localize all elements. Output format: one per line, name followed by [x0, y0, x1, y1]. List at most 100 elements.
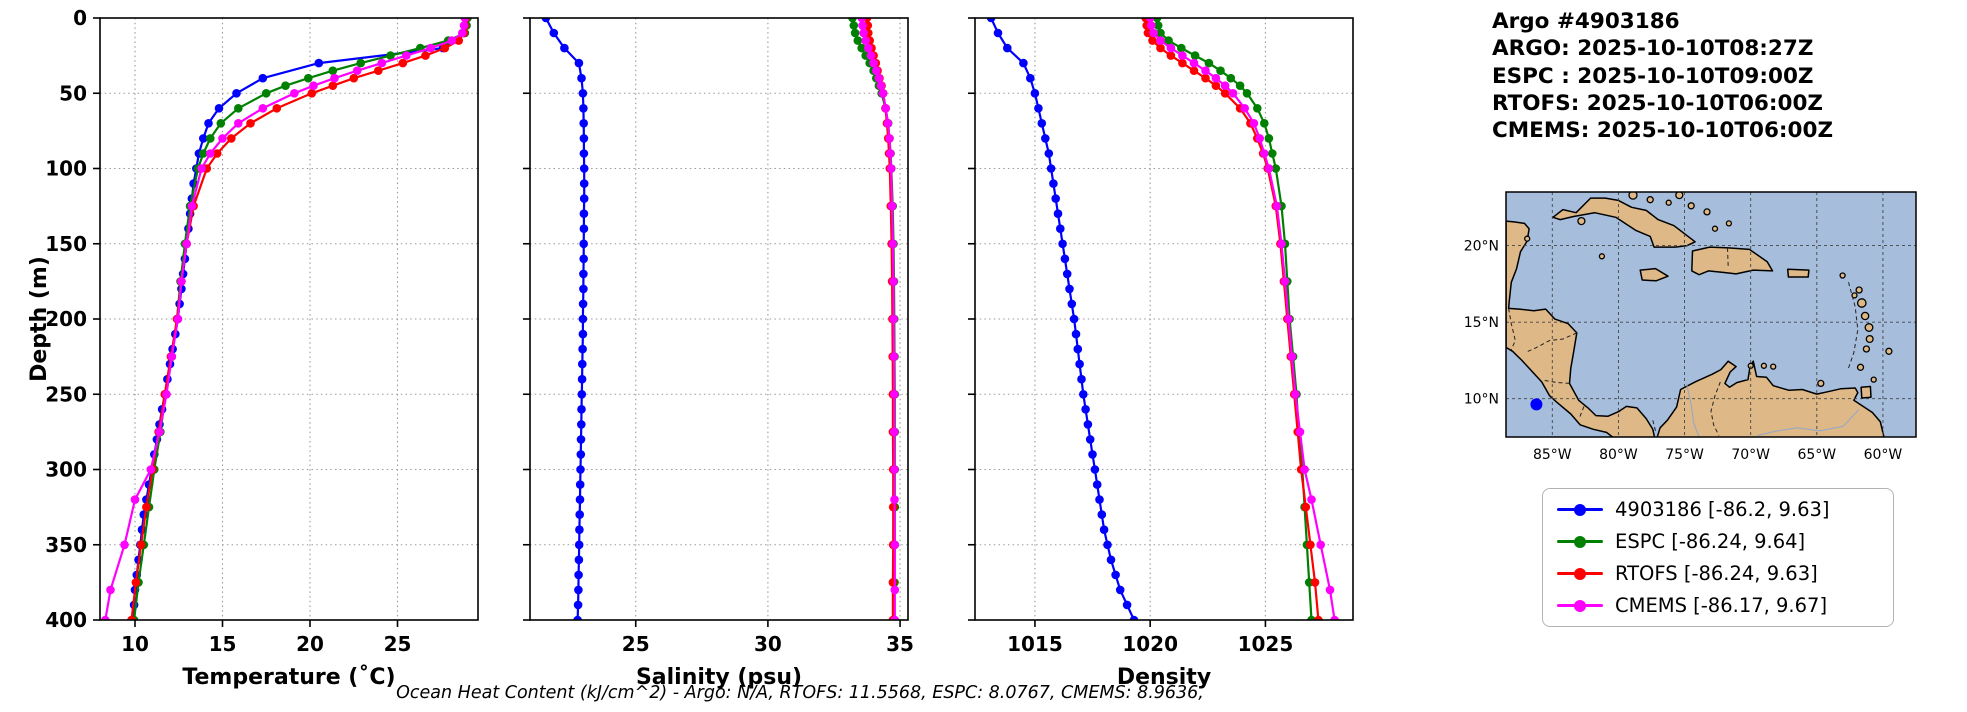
density-profile-chart: 1015 1020 1025 Density [968, 17, 1354, 690]
island [1628, 192, 1638, 200]
border-line [1727, 247, 1729, 268]
svg-text:350: 350 [45, 533, 87, 557]
svg-text:150: 150 [45, 232, 87, 256]
border-line [1543, 379, 1570, 384]
svg-text:50: 50 [59, 81, 87, 105]
legend-label: 4903186 [-86.2, 9.63] [1615, 498, 1830, 521]
island [1703, 208, 1711, 216]
svg-text:200: 200 [45, 307, 87, 331]
header-block: Argo #4903186 ARGO: 2025-10-10T08:27Z ES… [1492, 8, 1833, 144]
island [1524, 235, 1531, 242]
island [1675, 192, 1684, 200]
map-lon-label: 75°W [1665, 447, 1704, 463]
series-CMEMS [1145, 18, 1339, 620]
svg-text:1020: 1020 [1122, 632, 1178, 656]
landmass [1786, 268, 1810, 278]
map-lon-label: 60°W [1864, 447, 1903, 463]
svg-text:Depth (m): Depth (m) [27, 256, 52, 382]
island [1864, 323, 1874, 332]
map-lon-label: 65°W [1797, 447, 1836, 463]
border-line [1848, 282, 1859, 369]
river [1686, 383, 1700, 437]
island [1856, 363, 1865, 371]
island [1646, 196, 1654, 204]
svg-text:1015: 1015 [1007, 632, 1063, 656]
border-line [1526, 332, 1578, 353]
legend-box: 4903186 [-86.2, 9.63] ESPC [-86.24, 9.64… [1542, 488, 1894, 627]
map-lat-label: 20°N [1464, 239, 1499, 255]
page-title: Argo #4903186 [1492, 9, 1680, 34]
legend-label: ESPC [-86.24, 9.64] [1615, 530, 1806, 553]
location-map: 85°W 80°W 75°W 70°W 65°W 60°W 20°N 15°N 10°N [1464, 191, 1917, 463]
svg-text:Density: Density [1117, 665, 1211, 690]
rtofs-timestamp: RTOFS: 2025-10-10T06:00Z [1492, 90, 1824, 116]
series-4903186 [541, 18, 589, 620]
series-RTOFS [127, 18, 470, 620]
float-position-marker [1530, 398, 1543, 411]
ocean-heat-content-caption: Ocean Heat Content (kJ/cm^2) - Argo: N/A… [396, 683, 1204, 703]
island [1862, 345, 1871, 353]
legend-label: RTOFS [-86.24, 9.63] [1615, 562, 1818, 585]
island [1839, 272, 1846, 279]
landmass [1552, 197, 1696, 248]
island [1577, 216, 1586, 226]
svg-text:20: 20 [296, 632, 324, 656]
island [1598, 253, 1606, 260]
svg-text:250: 250 [45, 382, 87, 406]
legend-label: CMEMS [-86.17, 9.67] [1615, 594, 1828, 617]
landmass [1639, 267, 1669, 282]
island [1760, 362, 1768, 369]
border-line [1652, 420, 1656, 432]
island [1817, 379, 1825, 388]
svg-text:1025: 1025 [1238, 632, 1294, 656]
svg-text:300: 300 [45, 458, 87, 482]
legend-entry-espc: ESPC [-86.24, 9.64] [1557, 530, 1879, 553]
legend-entry-argo: 4903186 [-86.2, 9.63] [1557, 498, 1879, 521]
svg-text:25: 25 [622, 632, 650, 656]
map-lat-label: 10°N [1464, 392, 1499, 408]
map-lat-label: 15°N [1464, 315, 1499, 331]
legend-entry-rtofs: RTOFS [-86.24, 9.63] [1557, 562, 1879, 585]
map-lon-label: 70°W [1731, 447, 1770, 463]
cmems-timestamp: CMEMS: 2025-10-10T06:00Z [1492, 118, 1834, 144]
espc-line-sample [1557, 535, 1603, 548]
island [1665, 199, 1672, 206]
argo-timestamp: ARGO: 2025-10-10T08:27Z [1492, 36, 1814, 62]
salinity-profile-chart: 25 30 35 Salinity (psu) [523, 17, 914, 690]
island [1856, 298, 1867, 308]
svg-text:Temperature (˚C): Temperature (˚C) [182, 665, 395, 690]
landmass [1691, 246, 1774, 276]
island [1860, 311, 1870, 321]
border-line [1508, 308, 1516, 350]
island [1855, 286, 1863, 294]
svg-text:Salinity (psu): Salinity (psu) [636, 665, 802, 690]
series-CMEMS [857, 18, 900, 620]
series-CMEMS [101, 18, 470, 620]
svg-text:100: 100 [45, 157, 87, 181]
border-line [1578, 406, 1585, 419]
island [1851, 292, 1858, 299]
rtofs-line-sample [1557, 567, 1603, 580]
map-lon-label: 85°W [1533, 447, 1572, 463]
series-4903186 [986, 18, 1139, 620]
island [1865, 334, 1874, 344]
landmass [1860, 385, 1872, 399]
island [1711, 225, 1719, 232]
map-lon-label: 80°W [1599, 447, 1638, 463]
river [1757, 409, 1860, 436]
island [1725, 220, 1733, 227]
espc-timestamp: ESPC : 2025-10-10T09:00Z [1492, 63, 1814, 89]
legend-entry-cmems: CMEMS [-86.17, 9.67] [1557, 594, 1879, 617]
svg-text:400: 400 [45, 608, 87, 632]
island [1870, 376, 1877, 383]
argo-line-sample [1557, 503, 1603, 516]
svg-text:25: 25 [384, 632, 412, 656]
svg-text:0: 0 [73, 6, 87, 30]
landmass [1506, 220, 1656, 437]
island [1687, 202, 1695, 210]
cmems-line-sample [1557, 599, 1603, 612]
svg-text:10: 10 [121, 632, 149, 656]
svg-text:35: 35 [886, 632, 914, 656]
svg-text:15: 15 [209, 632, 237, 656]
island [1770, 363, 1777, 370]
